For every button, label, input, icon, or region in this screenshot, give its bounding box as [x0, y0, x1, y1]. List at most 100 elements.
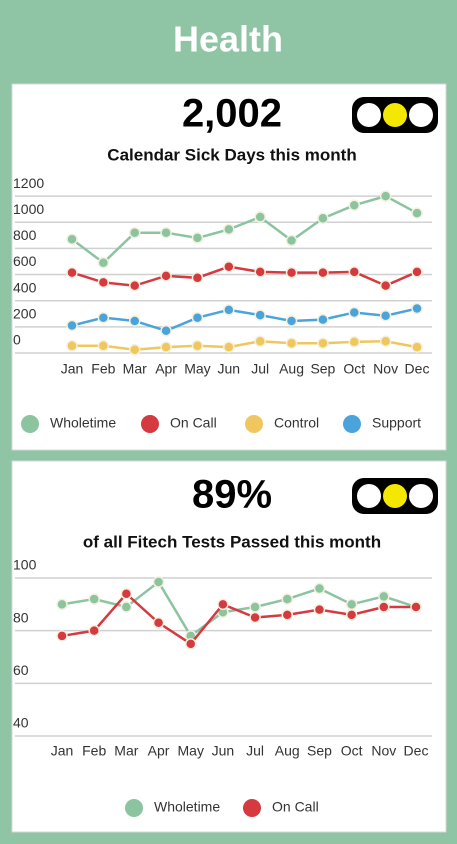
data-point [378, 601, 390, 613]
y-tick-label: 400 [13, 279, 37, 295]
data-point [411, 207, 423, 219]
x-tick-label: Apr [155, 361, 177, 377]
data-point [128, 226, 141, 239]
data-point [379, 309, 392, 322]
data-point [97, 257, 110, 269]
x-tick-label: Feb [91, 361, 115, 377]
data-point [160, 226, 172, 239]
x-tick-label: Nov [373, 361, 398, 377]
data-point [191, 232, 204, 244]
x-tick-label: Sep [307, 743, 332, 759]
y-tick-label: 1200 [13, 175, 44, 191]
y-tick-label: 40 [13, 715, 29, 731]
x-tick-label: Dec [404, 743, 429, 759]
data-point [285, 266, 298, 279]
data-point [191, 340, 204, 352]
legend-marker [343, 415, 361, 433]
x-tick-label: Jun [212, 743, 235, 759]
x-tick-label: Sep [310, 361, 335, 377]
x-tick-label: Aug [279, 361, 304, 377]
x-tick-label: Feb [82, 743, 106, 759]
y-tick-label: 800 [13, 227, 37, 243]
x-tick-label: Mar [123, 361, 147, 377]
data-point [348, 336, 361, 348]
data-point [345, 598, 358, 611]
data-point [254, 211, 266, 223]
legend-marker [245, 415, 263, 433]
kpi-value: 89% [192, 473, 272, 517]
data-point [66, 340, 78, 352]
legend-label: On Call [170, 415, 217, 431]
y-tick-label: 200 [13, 306, 37, 322]
legend-label: On Call [272, 799, 319, 815]
data-point [317, 266, 329, 279]
data-point [128, 279, 141, 292]
data-point [348, 306, 361, 319]
data-point [348, 266, 361, 278]
data-point [128, 315, 141, 327]
data-point [66, 266, 78, 279]
x-tick-label: Mar [114, 743, 138, 759]
data-point [191, 272, 204, 284]
data-point [152, 617, 165, 629]
data-point [160, 325, 172, 337]
data-point [285, 337, 298, 349]
x-tick-label: Oct [341, 743, 363, 759]
data-point [152, 576, 165, 588]
data-point [191, 311, 204, 324]
x-tick-label: May [178, 743, 204, 759]
x-tick-label: Apr [148, 743, 170, 759]
x-tick-label: Nov [371, 743, 396, 759]
data-point [285, 315, 298, 327]
data-point [217, 598, 229, 611]
data-point [184, 638, 197, 650]
status-lamp [357, 103, 381, 127]
data-point [313, 582, 326, 595]
data-point [88, 593, 100, 605]
x-tick-label: May [184, 361, 210, 377]
data-point [160, 341, 172, 353]
legend-marker [21, 415, 39, 433]
status-lamp [409, 484, 433, 508]
legend-label: Wholetime [154, 799, 220, 815]
x-tick-label: Jul [246, 743, 264, 759]
y-tick-label: 600 [13, 253, 37, 269]
x-tick-label: Oct [343, 361, 365, 377]
data-point [97, 340, 110, 352]
legend-label: Support [372, 415, 421, 431]
data-point [254, 309, 266, 321]
data-point [56, 598, 68, 611]
y-tick-label: 60 [13, 662, 29, 678]
x-tick-label: Jul [251, 361, 269, 377]
data-point [378, 590, 390, 603]
data-point [249, 611, 261, 624]
data-point [345, 609, 358, 621]
chart-title: of all Fitech Tests Passed this month [83, 532, 381, 551]
data-point [411, 341, 423, 353]
data-point [313, 603, 326, 616]
data-point [97, 276, 110, 289]
x-tick-label: Jan [51, 743, 74, 759]
data-point [223, 260, 235, 273]
data-point [317, 313, 329, 326]
data-point [379, 190, 392, 202]
data-point [66, 319, 78, 332]
y-tick-label: 100 [13, 557, 37, 573]
data-point [249, 601, 261, 613]
legend-marker [141, 415, 159, 433]
data-point [254, 335, 266, 347]
legend-label: Control [274, 415, 319, 431]
data-point [160, 270, 172, 282]
data-point [411, 302, 423, 315]
header-title: Health [173, 19, 283, 60]
x-tick-label: Dec [405, 361, 430, 377]
data-point [379, 335, 392, 347]
data-point [120, 601, 133, 613]
data-point [254, 266, 266, 278]
data-point [281, 609, 294, 621]
chart-title: Calendar Sick Days this month [107, 145, 356, 164]
status-lamp [383, 103, 407, 127]
data-point [281, 593, 294, 605]
y-tick-label: 0 [13, 332, 21, 348]
